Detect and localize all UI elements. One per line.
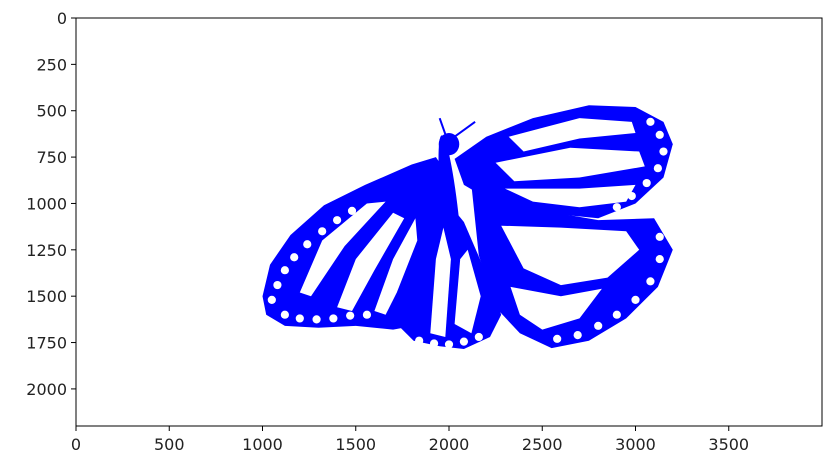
butterfly-body	[438, 135, 464, 309]
wing-cell	[508, 118, 636, 152]
wing-spot	[346, 311, 355, 320]
x-tick-label: 2500	[522, 435, 563, 454]
butterfly-head	[438, 132, 460, 156]
wing-spot	[295, 314, 304, 323]
wing-spot	[329, 314, 338, 323]
wing-spot	[646, 277, 655, 286]
wing-spot	[573, 331, 582, 340]
wing-spot	[659, 147, 668, 156]
wing-spot	[318, 227, 327, 236]
y-tick-label: 500	[36, 102, 67, 121]
x-tick-label: 3000	[615, 435, 656, 454]
wing-spot	[474, 332, 483, 342]
x-tick-label: 500	[154, 435, 185, 454]
y-tick-label: 2000	[26, 380, 67, 399]
wing-spot	[646, 117, 655, 126]
wing-cell	[504, 184, 636, 208]
wing-spot	[415, 336, 424, 345]
y-tick-label: 1000	[26, 194, 67, 213]
butterfly-image	[262, 105, 673, 349]
x-tick-label: 3500	[708, 435, 749, 454]
y-tick-label: 250	[36, 55, 67, 74]
wing-spot	[655, 130, 664, 139]
antenna-right	[454, 121, 476, 138]
wing-spot	[627, 191, 636, 201]
wing-spot	[290, 253, 299, 262]
wing-spot	[631, 295, 640, 304]
y-tick-label: 1500	[26, 287, 67, 306]
wing-spot	[655, 255, 664, 264]
wing-spot	[642, 178, 651, 188]
axes: 0 500 1000 1500 2000 2500 3000 3500 0 250 500 750 10…	[26, 9, 823, 454]
y-tick-label: 1750	[26, 334, 67, 353]
wing-spot	[312, 315, 321, 324]
wing-spot	[444, 340, 454, 349]
wing-spot	[273, 280, 282, 290]
wing-cell	[337, 212, 405, 311]
wing-spot	[332, 216, 342, 225]
wing-spot	[280, 266, 289, 275]
wing-spot	[303, 240, 312, 249]
wing-spot	[347, 206, 357, 215]
wing-cell	[501, 225, 640, 286]
wing-spot	[655, 232, 664, 241]
y-tick-label: 0	[57, 9, 67, 28]
wing-cell	[374, 218, 418, 315]
x-tick-label: 2000	[429, 435, 470, 454]
wing-cell	[495, 147, 645, 182]
wing-spot	[612, 310, 621, 319]
wing-spot	[362, 310, 372, 319]
y-tick-label: 1250	[26, 241, 67, 260]
x-tick-label: 1500	[335, 435, 376, 454]
wing-spot	[459, 337, 469, 346]
antenna-left	[438, 117, 448, 138]
wing-spot	[553, 334, 562, 343]
x-tick-label: 0	[71, 435, 81, 454]
wing-spot	[594, 321, 603, 330]
wing-cell	[299, 201, 386, 297]
x-tick-label: 1000	[242, 435, 283, 454]
wing-spot	[267, 295, 276, 304]
wing-spot	[653, 164, 662, 173]
wing-cell	[430, 227, 451, 337]
wing-cell	[510, 286, 602, 330]
wing-spot	[429, 339, 439, 348]
wing-cell	[454, 249, 481, 334]
y-tick-label: 750	[36, 148, 67, 167]
wing-spot	[612, 203, 621, 212]
wing-spot	[280, 310, 289, 319]
